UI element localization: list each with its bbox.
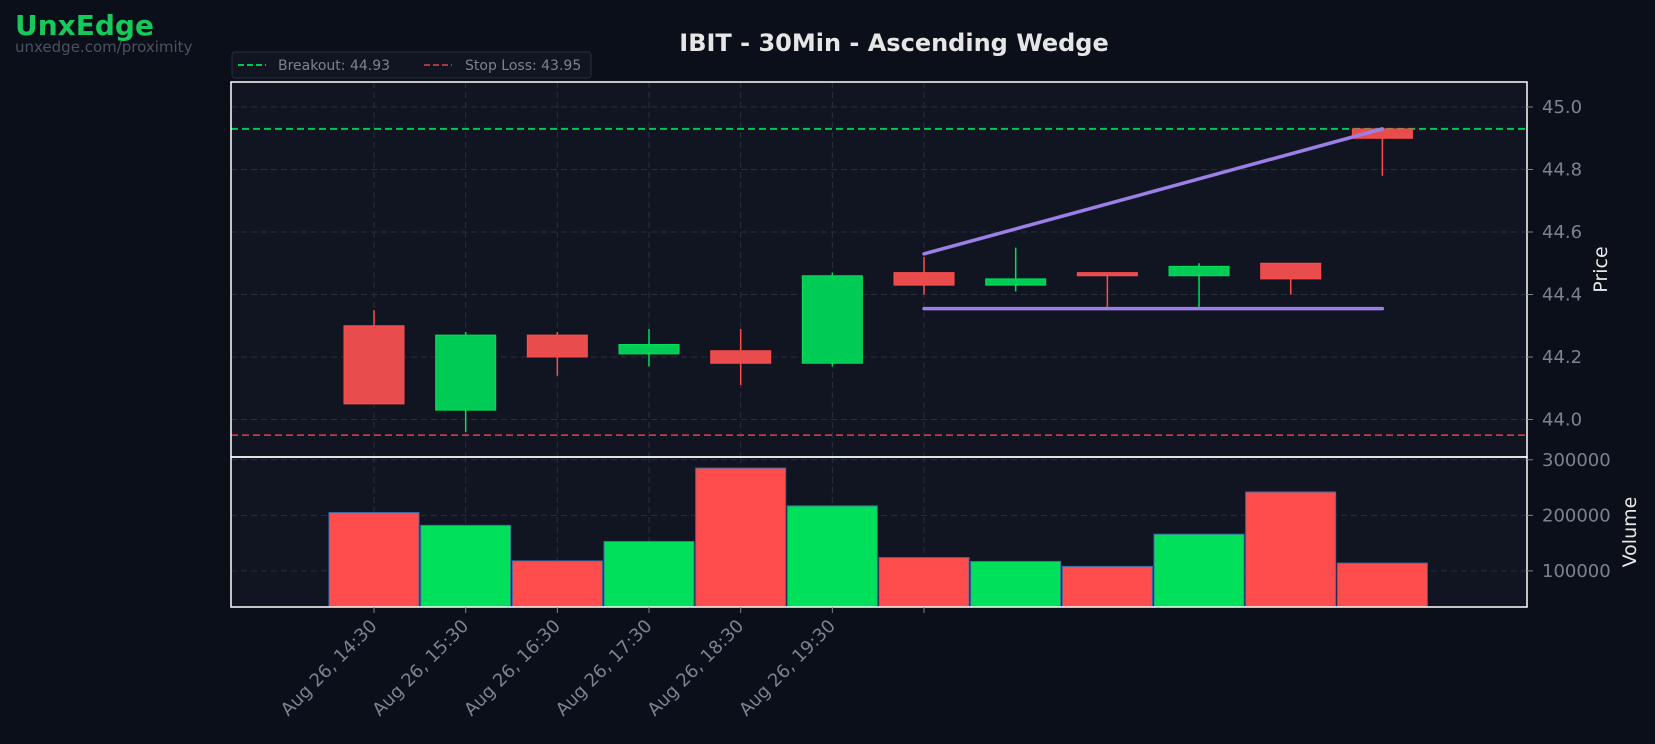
chart-title: IBIT - 30Min - Ascending Wedge	[679, 29, 1108, 57]
volume-bar	[328, 512, 420, 608]
volume-tick-label: 200000	[1542, 505, 1611, 526]
x-tick-label: Aug 26, 14:30	[277, 616, 382, 721]
legend-breakout-label: Breakout: 44.93	[278, 58, 390, 74]
brand-name: UnxEdge	[15, 9, 154, 42]
volume-bar	[970, 560, 1062, 608]
price-tick-label: 44.0	[1542, 410, 1582, 431]
volume-bar	[878, 557, 970, 608]
brand-url: unxedge.com/proximity	[15, 38, 193, 56]
price-panel	[231, 82, 1527, 457]
candle-body	[710, 350, 772, 364]
candle-body	[343, 325, 405, 405]
volume-panel-border	[230, 456, 1528, 608]
price-tick-label: 44.6	[1542, 222, 1582, 243]
candle-body	[526, 334, 588, 358]
x-tick-label: Aug 26, 19:30	[735, 616, 840, 721]
candle-body	[618, 344, 680, 355]
price-tick-label: 44.2	[1542, 347, 1582, 368]
volume-bar	[1153, 533, 1245, 608]
volume-bar	[1245, 491, 1337, 608]
wedge-upper-line	[922, 127, 1385, 256]
volume-bar	[420, 524, 512, 608]
x-tick-label: Aug 26, 16:30	[460, 616, 565, 721]
x-tick-label: Aug 26, 17:30	[552, 616, 657, 721]
price-tick-label: 44.8	[1542, 160, 1582, 181]
price-axis-label: Price	[1590, 246, 1612, 292]
price-tick-label: 45.0	[1542, 97, 1582, 118]
price-tick-label: 44.4	[1542, 285, 1582, 306]
candle-body	[893, 272, 955, 286]
volume-tick-label: 100000	[1542, 561, 1611, 582]
x-tick-label: Aug 26, 18:30	[643, 616, 748, 721]
candle-body	[985, 278, 1047, 286]
candle-body	[801, 275, 863, 364]
volume-bar	[1061, 565, 1153, 608]
volume-axis-label: Volume	[1619, 497, 1641, 568]
legend-stop-loss-label: Stop Loss: 43.95	[465, 58, 581, 74]
volume-bar	[786, 505, 878, 608]
volume-bar	[695, 467, 787, 608]
candle-body	[1260, 262, 1322, 280]
volume-bar	[511, 560, 603, 608]
volume-bar	[1336, 562, 1428, 608]
volume-bar	[603, 540, 695, 608]
candle-body	[1076, 272, 1138, 277]
x-tick-label: Aug 26, 15:30	[368, 616, 473, 721]
volume-tick-label: 300000	[1542, 450, 1611, 471]
legend-box	[231, 51, 592, 79]
brand: UnxEdge unxedge.com/proximity	[15, 9, 193, 57]
candle-body	[1168, 265, 1230, 277]
candle-body	[435, 334, 497, 411]
